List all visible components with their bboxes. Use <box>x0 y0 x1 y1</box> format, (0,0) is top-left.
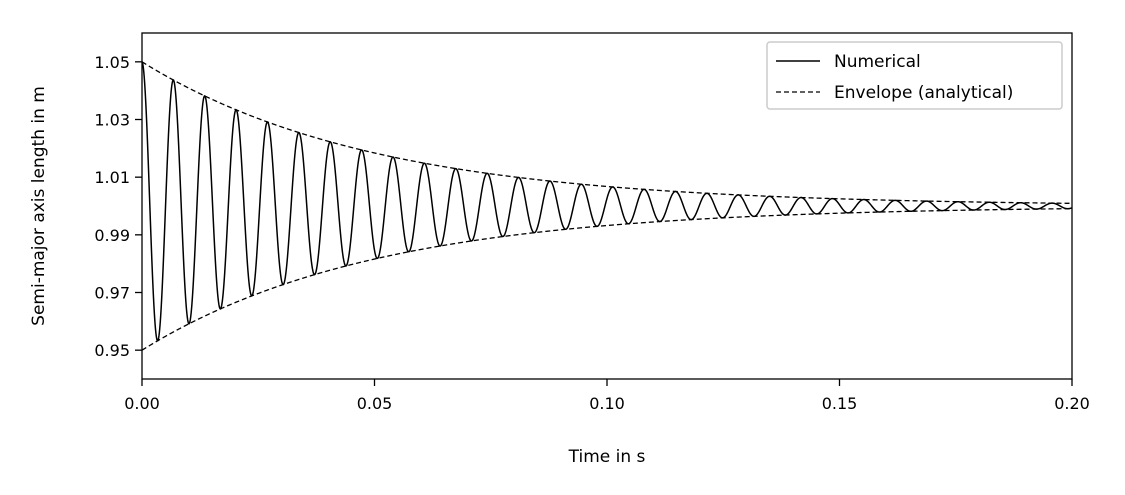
y-tick-label: 1.05 <box>94 53 130 72</box>
x-tick-label: 0.00 <box>124 394 160 413</box>
numerical-line <box>141 61 1073 342</box>
x-axis: 0.00 0.05 0.10 0.15 0.20 <box>124 379 1090 413</box>
y-tick-label: 1.03 <box>94 111 130 130</box>
x-tick-label: 0.20 <box>1054 394 1090 413</box>
x-axis-label: Time in s <box>568 447 646 467</box>
y-axis-label: Semi-major axis length in m <box>29 86 49 326</box>
y-tick-label: 0.97 <box>94 284 130 303</box>
envelope-upper-line <box>141 61 1072 205</box>
x-tick-label: 0.15 <box>822 394 858 413</box>
x-tick-label: 0.10 <box>589 394 625 413</box>
y-tick-label: 0.95 <box>94 341 130 360</box>
y-axis: 0.95 0.97 0.99 1.01 1.03 1.05 <box>94 53 142 360</box>
x-tick-label: 0.05 <box>357 394 393 413</box>
legend-box <box>766 41 1063 110</box>
y-tick-label: 0.99 <box>94 226 130 245</box>
plot-content <box>141 61 1073 351</box>
envelope-lower-line <box>141 207 1072 351</box>
legend: Numerical Envelope (analytical) <box>766 41 1063 110</box>
legend-label-numerical: Numerical <box>834 52 921 72</box>
y-tick-label: 1.01 <box>94 168 130 187</box>
legend-label-envelope: Envelope (analytical) <box>834 83 1013 103</box>
